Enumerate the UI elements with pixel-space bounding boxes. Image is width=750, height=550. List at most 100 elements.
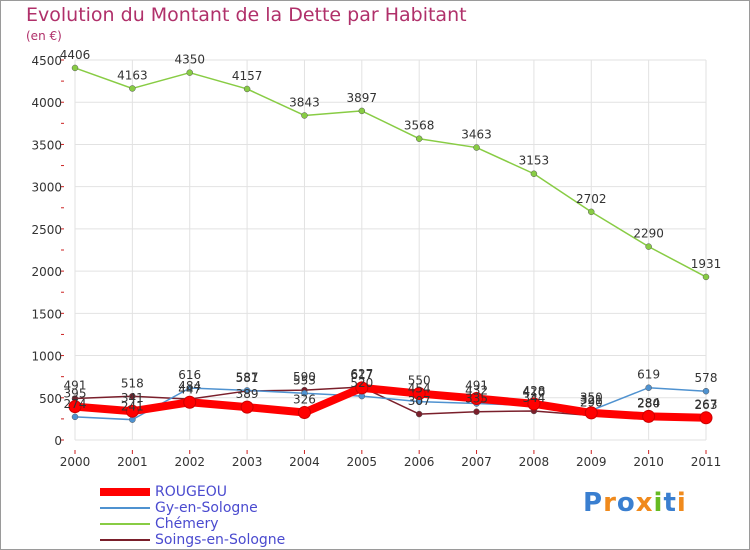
point-gy-en-sologne [243,387,251,394]
point-soings-en-sologne [415,410,423,418]
data-label-chemery: 1931 [691,257,722,271]
data-label-rougeou: 395 [64,387,87,401]
point-gy-en-sologne [301,390,308,397]
point-chemery [645,243,652,250]
logo-letter: i [676,488,687,518]
y-tick-label: 3000 [31,181,62,195]
point-chemery [702,273,710,281]
point-soings-en-sologne [129,393,136,400]
data-label-gy-en-sologne: 619 [637,368,660,382]
x-tick-label: 2003 [232,455,263,469]
point-gy-en-sologne [186,384,193,392]
data-label-chemery: 4350 [174,53,205,67]
point-rougeou [470,392,484,406]
data-label-rougeou: 550 [408,374,431,388]
x-tick-label: 2008 [519,455,550,469]
data-label-gy-en-sologne: 241 [121,400,144,414]
point-gy-en-sologne [702,387,710,395]
data-label-chemery: 3568 [404,119,435,133]
data-label-soings-en-sologne: 335 [465,392,488,406]
point-rougeou [68,400,82,414]
x-tick-label: 2005 [347,455,378,469]
data-label-rougeou: 326 [293,392,316,406]
point-chemery [129,85,136,92]
data-label-soings-en-sologne: 484 [178,379,201,393]
y-tick-label: 4500 [31,54,62,68]
x-tick-label: 2002 [174,455,205,469]
data-label-rougeou: 617 [350,368,373,382]
data-label-chemery: 3897 [347,91,378,105]
data-label-rougeou: 263 [695,398,718,412]
point-rougeou [240,400,254,414]
point-rougeou [527,397,541,411]
x-tick-label: 2000 [60,455,91,469]
point-rougeou [297,405,311,419]
data-label-chemery: 4163 [117,68,148,82]
point-rougeou [699,411,713,425]
logo-letter: x [635,488,654,518]
data-label-chemery: 3843 [289,95,320,109]
point-chemery [473,144,480,151]
data-label-gy-en-sologne: 274 [64,397,87,411]
data-label-soings-en-sologne: 284 [637,396,660,410]
legend-swatch [100,523,150,525]
data-label-chemery: 4406 [60,48,91,62]
logo-letter: o [616,488,636,518]
data-label-gy-en-sologne: 432 [465,384,488,398]
point-rougeou [125,404,139,418]
data-label-chemery: 3153 [519,154,550,168]
data-label-chemery: 4157 [232,69,263,83]
point-rougeou [183,395,197,409]
data-label-gy-en-sologne: 616 [178,368,201,382]
x-tick-label: 2009 [576,455,607,469]
legend-label: Soings-en-Sologne [155,532,286,548]
data-label-gy-en-sologne: 578 [695,371,718,385]
data-label-soings-en-sologne: 290 [580,396,603,410]
y-tick-label: 4000 [31,96,62,110]
x-tick-label: 2004 [289,455,320,469]
data-label-rougeou: 491 [465,379,488,393]
data-label-rougeou: 321 [580,393,603,407]
data-label-gy-en-sologne: 520 [350,376,373,390]
chart-subtitle: (en €) [26,29,62,43]
data-label-gy-en-sologne: 350 [580,390,603,404]
data-label-soings-en-sologne: 344 [522,391,545,405]
point-soings-en-sologne [473,408,480,415]
point-rougeou [412,387,426,401]
data-label-soings-en-sologne: 627 [350,367,373,381]
data-label-chemery: 2702 [576,192,607,206]
data-label-soings-en-sologne: 491 [64,379,87,393]
proxiti-logo: Proxiti [583,488,687,518]
point-chemery [186,69,193,76]
legend-label: ROUGEOU [155,484,227,500]
data-label-soings-en-sologne: 267 [695,397,718,411]
y-tick-label: 3500 [31,138,62,152]
point-rougeou [642,409,656,423]
point-chemery [71,64,79,72]
point-rougeou [584,406,598,420]
point-chemery [243,85,251,93]
data-label-gy-en-sologne: 587 [236,370,259,384]
logo-letter: i [653,488,664,518]
data-label-gy-en-sologne: 553 [293,373,316,387]
legend-swatch [100,488,150,496]
legend-swatch [100,507,150,509]
y-tick-label: 1000 [31,350,62,364]
series-line-gy-en-sologne [74,386,707,421]
x-tick-label: 2007 [461,455,492,469]
data-label-soings-en-sologne: 307 [408,394,431,408]
x-tick-label: 2011 [691,455,722,469]
point-gy-en-sologne [645,384,652,391]
chart-title: Evolution du Montant de la Dette par Hab… [26,4,467,26]
legend-label: Chémery [155,516,219,532]
data-label-rougeou: 428 [522,384,545,398]
y-tick-label: 0 [54,434,62,448]
data-label-rougeou: 447 [178,382,201,396]
data-label-gy-en-sologne: 454 [408,382,431,396]
point-chemery [301,112,308,119]
point-chemery [530,170,538,177]
point-chemery [588,208,595,216]
data-label-soings-en-sologne: 518 [121,376,144,390]
y-tick-label: 2500 [31,223,62,237]
